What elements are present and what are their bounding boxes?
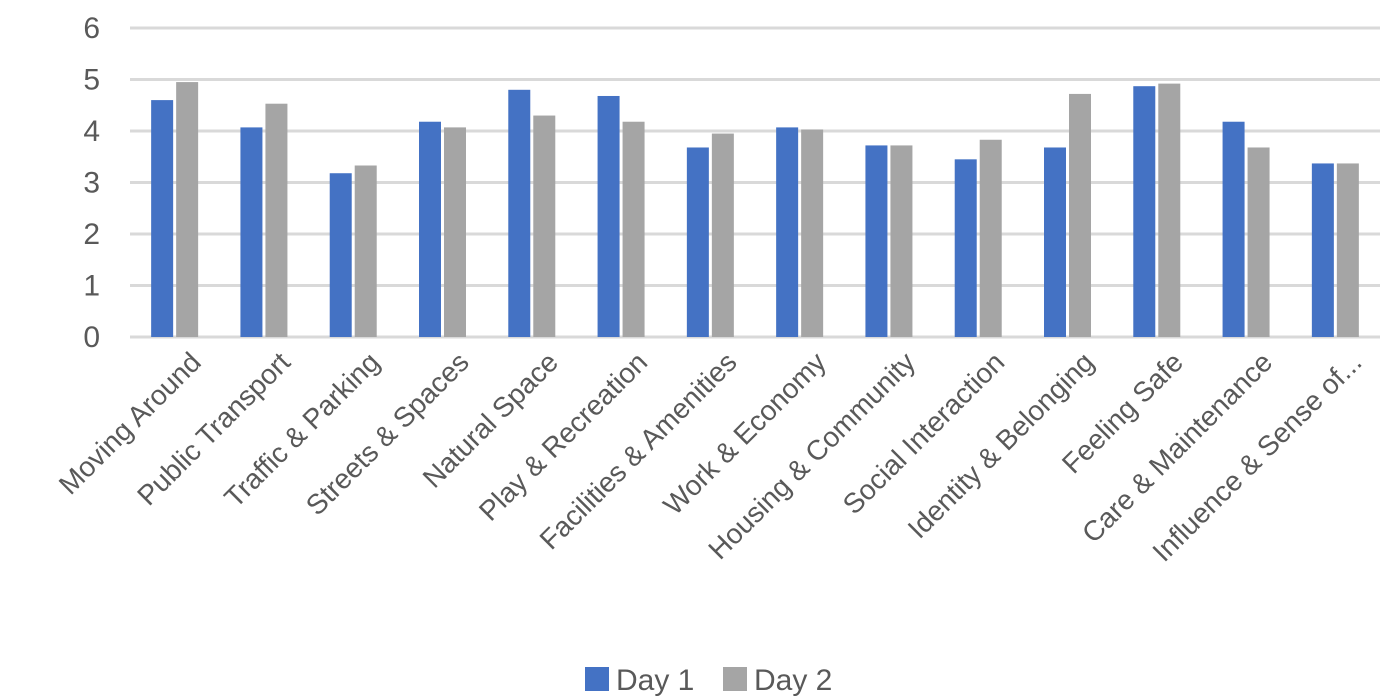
x-category-label: Play & Recreation xyxy=(473,346,653,526)
bar-day-1 xyxy=(329,173,352,337)
legend-label-day-1: Day 1 xyxy=(616,664,694,697)
bar-day-1 xyxy=(776,127,799,338)
y-tick-label: 0 xyxy=(83,321,100,354)
bar-day-2 xyxy=(176,82,199,337)
bar-day-2 xyxy=(1336,163,1359,337)
bars xyxy=(151,82,1359,338)
legend: Day 1 Day 2 xyxy=(585,664,832,697)
bar-day-2 xyxy=(1069,93,1091,337)
bar-day-2 xyxy=(622,121,645,337)
x-category-label: Work & Economy xyxy=(657,346,832,521)
bar-day-2 xyxy=(979,139,1002,337)
bar-day-1 xyxy=(1133,86,1156,337)
bar-day-1 xyxy=(508,89,531,337)
y-tick-label: 1 xyxy=(83,270,100,303)
bar-day-2 xyxy=(711,133,734,337)
x-category-label: Streets & Spaces xyxy=(300,346,475,521)
gridlines xyxy=(130,26,1380,339)
legend-label-day-2: Day 2 xyxy=(754,664,832,697)
bar-day-2 xyxy=(533,115,556,337)
y-tick-label: 2 xyxy=(83,218,100,251)
bar-day-1 xyxy=(1222,121,1245,337)
bar-day-1 xyxy=(240,127,263,338)
bar-day-2 xyxy=(801,129,824,337)
legend-swatch-day-1 xyxy=(585,667,609,691)
x-category-label: Social Interaction xyxy=(837,346,1011,520)
bar-day-1 xyxy=(865,145,888,337)
bar-day-2 xyxy=(1158,83,1181,338)
bar-day-1 xyxy=(1311,163,1334,337)
bar-day-1 xyxy=(1044,147,1066,337)
y-tick-label: 5 xyxy=(83,64,100,97)
bar-day-1 xyxy=(597,95,620,337)
x-category-label: Public Transport xyxy=(131,346,296,511)
bar-day-2 xyxy=(354,165,377,337)
bar-day-1 xyxy=(954,159,977,337)
y-axis: 0 1 2 3 4 5 6 xyxy=(83,12,100,354)
bar-day-1 xyxy=(419,121,441,337)
y-tick-label: 3 xyxy=(83,167,100,200)
y-tick-label: 4 xyxy=(83,115,100,148)
bar-day-2 xyxy=(1247,147,1270,337)
bar-day-2 xyxy=(890,145,913,337)
legend-swatch-day-2 xyxy=(723,667,747,691)
x-category-label: Traffic & Parking xyxy=(218,346,385,513)
bar-day-2 xyxy=(265,103,288,337)
bar-day-1 xyxy=(686,147,709,337)
bar-day-1 xyxy=(151,100,174,337)
y-tick-label: 6 xyxy=(83,12,100,45)
bar-day-2 xyxy=(444,127,466,338)
